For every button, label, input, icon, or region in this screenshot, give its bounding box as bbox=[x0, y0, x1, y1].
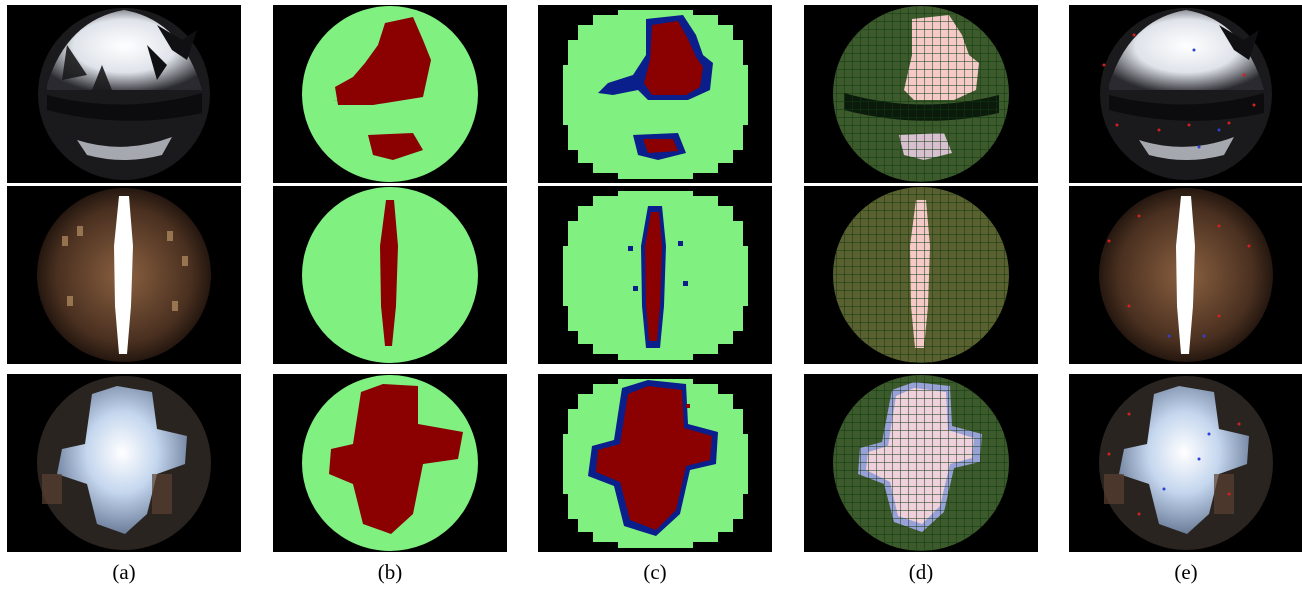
segmentation-c-row2 bbox=[538, 186, 772, 364]
caption-b: (b) bbox=[377, 560, 403, 584]
caption-c: (c) bbox=[643, 560, 667, 584]
photo-e-row2 bbox=[1069, 186, 1302, 364]
photo-a-row1 bbox=[7, 5, 241, 183]
overlay-d-row3 bbox=[804, 374, 1038, 552]
photo-e-row1 bbox=[1069, 5, 1302, 183]
overlay-d-row1 bbox=[804, 5, 1038, 183]
caption-a: (a) bbox=[112, 560, 136, 584]
photo-e-row3 bbox=[1069, 374, 1302, 552]
segmentation-b-row2 bbox=[273, 186, 507, 364]
photo-a-row2 bbox=[7, 186, 241, 364]
photo-a-row3 bbox=[7, 374, 241, 552]
segmentation-b-row3 bbox=[273, 374, 507, 552]
segmentation-c-row1 bbox=[538, 5, 772, 183]
overlay-d-row2 bbox=[804, 186, 1038, 364]
segmentation-c-row3 bbox=[538, 374, 772, 552]
caption-d: (d) bbox=[908, 560, 934, 584]
segmentation-b-row1 bbox=[273, 5, 507, 183]
caption-e: (e) bbox=[1174, 560, 1198, 584]
